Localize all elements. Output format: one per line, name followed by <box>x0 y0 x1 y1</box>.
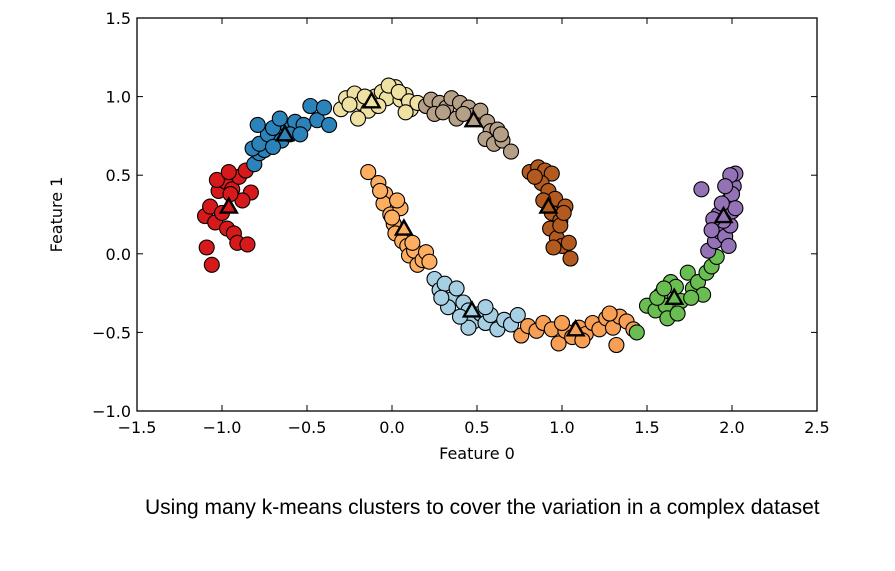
data-point <box>349 110 367 127</box>
data-point <box>271 110 288 127</box>
data-point <box>208 171 225 188</box>
data-point <box>341 96 358 113</box>
data-point <box>545 239 562 256</box>
cluster-center-marker <box>218 196 239 214</box>
x-axis-label: Feature 0 <box>439 444 515 463</box>
cluster-10 <box>693 165 744 259</box>
y-tick-label: 0.5 <box>106 166 131 185</box>
y-tick-label: 0.0 <box>106 245 131 264</box>
x-tick-label: 1.5 <box>634 418 659 437</box>
data-point <box>720 237 737 254</box>
data-point <box>727 200 744 217</box>
cluster-center-marker <box>393 218 414 236</box>
cluster-center-marker <box>274 123 295 142</box>
x-tick-label: −0.5 <box>288 418 327 437</box>
data-point <box>492 126 509 143</box>
data-point <box>264 138 282 155</box>
data-point <box>502 143 520 160</box>
data-point <box>608 336 625 354</box>
data-point <box>693 181 710 198</box>
y-tick-label: 1.0 <box>106 88 131 107</box>
data-point <box>315 99 333 116</box>
x-tick-label: 1.0 <box>549 418 574 437</box>
cluster-center-marker <box>361 90 382 109</box>
data-point <box>679 264 696 281</box>
y-tick-label: −0.5 <box>92 323 131 342</box>
x-tick-label: 0.0 <box>379 418 404 437</box>
cluster-center-marker <box>664 287 685 305</box>
data-point <box>390 83 407 100</box>
figure-caption: Using many k-means clusters to cover the… <box>145 496 820 519</box>
data-point <box>703 222 720 239</box>
data-point <box>421 253 438 270</box>
x-tick-label: −1.5 <box>118 418 157 437</box>
data-point <box>292 126 309 143</box>
data-point <box>550 335 567 352</box>
y-axis: −1.0 −0.5 0.0 0.5 1.0 1.5 <box>92 9 817 421</box>
x-axis: −1.5 −1.0 −0.5 0.0 0.5 1.0 1.5 2.0 2.5 <box>118 18 830 437</box>
data-point <box>249 116 266 133</box>
data-point <box>203 256 220 273</box>
y-tick-label: −1.0 <box>92 402 131 421</box>
data-point <box>321 116 338 133</box>
data-point <box>553 314 571 332</box>
data-point <box>198 239 215 256</box>
data-point <box>717 178 734 195</box>
data-point <box>655 280 673 297</box>
data-point <box>372 182 389 199</box>
data-point <box>448 280 465 297</box>
x-tick-label: 2.0 <box>719 418 744 437</box>
x-tick-label: 0.5 <box>464 418 489 437</box>
cluster-center-marker <box>461 299 482 318</box>
x-tick-label: −1.0 <box>203 418 242 437</box>
data-point <box>555 204 572 221</box>
data-point <box>477 299 494 316</box>
cluster-center-marker <box>713 205 734 224</box>
data-point <box>460 319 477 336</box>
data-point <box>526 168 543 185</box>
cluster-7 <box>426 270 526 338</box>
cluster-center-marker <box>463 109 484 128</box>
data-point <box>560 234 577 251</box>
cluster-6 <box>360 164 438 273</box>
data-point <box>434 104 452 121</box>
x-tick-label: 2.5 <box>804 418 829 437</box>
data-point <box>220 164 237 181</box>
data-point <box>404 234 421 251</box>
data-point <box>239 236 256 253</box>
data-point <box>628 324 645 341</box>
cluster-1 <box>196 162 259 273</box>
data-point <box>543 165 560 182</box>
data-point <box>509 307 526 324</box>
plot-area <box>196 77 744 354</box>
data-point <box>455 105 472 122</box>
data-point <box>562 250 579 267</box>
data-point <box>683 289 700 306</box>
cluster-4 <box>417 90 520 160</box>
data-point <box>433 289 450 306</box>
data-point <box>397 104 414 121</box>
y-axis-label: Feature 1 <box>47 177 66 253</box>
data-point <box>360 164 377 181</box>
data-point <box>383 209 401 226</box>
data-point <box>669 305 686 322</box>
cluster-center-marker <box>538 196 559 214</box>
data-point <box>302 97 319 115</box>
data-point <box>389 192 406 209</box>
cluster-3 <box>332 77 426 127</box>
cluster-9 <box>628 248 725 341</box>
y-tick-label: 1.5 <box>106 9 131 28</box>
cluster-center-marker <box>565 318 586 337</box>
data-point <box>601 305 618 322</box>
scatter-chart: −1.5 −1.0 −0.5 0.0 0.5 1.0 1.5 2.0 2.5 −1.0−0.50… <box>47 9 830 463</box>
